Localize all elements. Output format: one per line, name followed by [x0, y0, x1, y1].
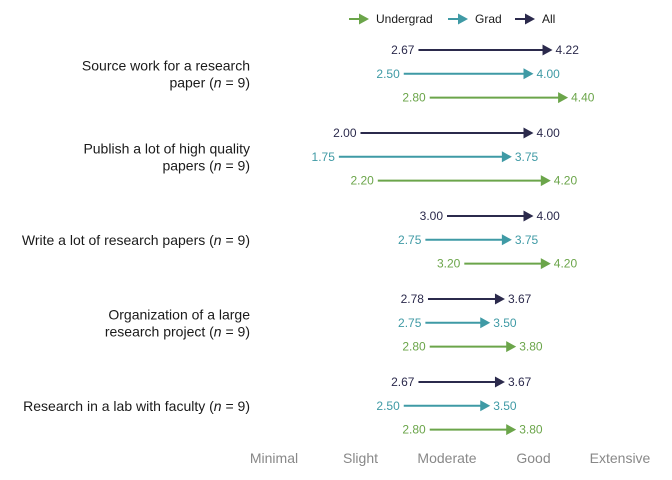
- arrow-head: [501, 234, 512, 246]
- end-value-label: 4.20: [554, 257, 578, 271]
- legend-label: Grad: [475, 12, 502, 26]
- category-label: Organization of a large: [108, 306, 250, 322]
- x-tick-label: Extensive: [590, 450, 651, 466]
- arrow-grad: 2.50 4.00: [376, 67, 560, 81]
- arrow-all: 2.78 3.67: [401, 292, 532, 306]
- end-value-label: 3.67: [508, 375, 532, 389]
- category-label: research project (n = 9): [105, 323, 250, 339]
- arrow-head: [523, 127, 534, 139]
- category-label: papers (n = 9): [162, 157, 250, 173]
- start-value-label: 3.20: [437, 257, 461, 271]
- start-value-label: 2.67: [391, 375, 415, 389]
- arrow-head: [494, 376, 505, 388]
- arrow-head: [540, 175, 551, 187]
- arrow-undergrad: 2.80 3.80: [402, 423, 543, 437]
- arrow-grad: 2.50 3.50: [376, 399, 517, 413]
- category-label: Publish a lot of high quality: [83, 140, 250, 156]
- arrow-head: [540, 258, 551, 270]
- start-value-label: 2.80: [402, 340, 426, 354]
- x-tick-label: Slight: [343, 450, 378, 466]
- arrow-grad: 1.75 3.75: [312, 150, 539, 164]
- arrow-head: [542, 44, 553, 56]
- end-value-label: 3.80: [519, 423, 543, 437]
- legend-label: All: [542, 12, 555, 26]
- end-value-label: 4.00: [537, 67, 561, 81]
- start-value-label: 2.00: [333, 126, 357, 140]
- arrow-head: [506, 341, 517, 353]
- legend-swatch-arrowhead: [458, 13, 468, 25]
- arrow-grad: 2.75 3.75: [398, 233, 539, 247]
- category-label: paper (n = 9): [169, 74, 250, 90]
- end-value-label: 4.22: [556, 43, 580, 57]
- legend-swatch-arrowhead: [359, 13, 369, 25]
- end-value-label: 3.75: [515, 233, 539, 247]
- end-value-label: 4.00: [537, 209, 561, 223]
- start-value-label: 2.67: [391, 43, 415, 57]
- end-value-label: 3.50: [493, 399, 517, 413]
- arrow-head: [558, 92, 569, 104]
- legend-label: Undergrad: [376, 12, 433, 26]
- arrow-undergrad: 2.20 4.20: [350, 174, 577, 188]
- end-value-label: 4.00: [537, 126, 561, 140]
- category-label: Write a lot of research papers (n = 9): [22, 232, 250, 248]
- end-value-label: 4.40: [571, 91, 595, 105]
- start-value-label: 2.78: [401, 292, 425, 306]
- arrow-all: 2.67 3.67: [391, 375, 532, 389]
- arrow-all: 3.00 4.00: [420, 209, 561, 223]
- arrow-head: [506, 424, 517, 436]
- arrow-head: [523, 210, 534, 222]
- start-value-label: 2.80: [402, 423, 426, 437]
- end-value-label: 4.20: [554, 174, 578, 188]
- arrow-undergrad: 2.80 3.80: [402, 340, 543, 354]
- arrow-head: [480, 317, 491, 329]
- category-label: Research in a lab with faculty (n = 9): [23, 398, 250, 414]
- arrow-head: [494, 293, 505, 305]
- arrow-undergrad: 3.20 4.20: [437, 257, 578, 271]
- start-value-label: 3.00: [420, 209, 444, 223]
- x-axis: Minimal Slight Moderate Good Extensive: [250, 450, 651, 466]
- start-value-label: 2.20: [350, 174, 374, 188]
- end-value-label: 3.80: [519, 340, 543, 354]
- start-value-label: 2.80: [402, 91, 426, 105]
- arrow-grad: 2.75 3.50: [398, 316, 517, 330]
- x-tick-label: Minimal: [250, 450, 298, 466]
- legend: Undergrad Grad All: [349, 12, 555, 26]
- start-value-label: 2.75: [398, 233, 422, 247]
- category-label: Source work for a research: [82, 57, 250, 73]
- start-value-label: 2.50: [376, 399, 400, 413]
- end-value-label: 3.75: [515, 150, 539, 164]
- x-tick-label: Moderate: [417, 450, 476, 466]
- end-value-label: 3.67: [508, 292, 532, 306]
- start-value-label: 2.50: [376, 67, 400, 81]
- arrow-head: [523, 68, 534, 80]
- arrow-head: [480, 400, 491, 412]
- end-value-label: 3.50: [493, 316, 517, 330]
- legend-swatch-arrowhead: [525, 13, 535, 25]
- arrow-series: 2.67 4.22 2.50 4.00 2.80 4.40 2.00 4.00 1.75 3.75…: [312, 43, 595, 437]
- arrow-head: [501, 151, 512, 163]
- x-tick-label: Good: [516, 450, 550, 466]
- arrow-all: 2.67 4.22: [391, 43, 579, 57]
- start-value-label: 2.75: [398, 316, 422, 330]
- arrow-undergrad: 2.80 4.40: [402, 91, 594, 105]
- arrow-all: 2.00 4.00: [333, 126, 560, 140]
- start-value-label: 1.75: [312, 150, 336, 164]
